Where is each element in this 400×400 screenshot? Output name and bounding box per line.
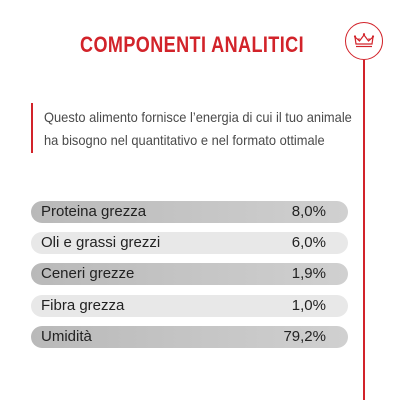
component-label: Umidità: [41, 328, 92, 345]
table-row: Fibra grezza 1,0%: [31, 295, 348, 317]
component-value: 6,0%: [291, 234, 326, 251]
table-row: Proteina grezza 8,0%: [31, 201, 348, 223]
table-row: Umidità 79,2%: [31, 326, 348, 348]
intro-line-1: Questo alimento fornisce l’energia di cu…: [44, 109, 352, 125]
table-row: Oli e grassi grezzi 6,0%: [31, 232, 348, 254]
component-label: Proteina grezza: [41, 203, 147, 220]
intro-line-2: ha bisogno nel quantitativo e nel format…: [44, 132, 325, 148]
royal-canin-crown-icon: [345, 22, 383, 60]
intro-text: Questo alimento fornisce l’energia di cu…: [44, 106, 352, 152]
divider-line: [363, 60, 365, 400]
component-value: 79,2%: [283, 328, 326, 345]
intro-block: Questo alimento fornisce l’energia di cu…: [31, 103, 352, 153]
component-label: Ceneri grezze: [41, 265, 135, 282]
intro-accent-bar: [31, 103, 33, 153]
page-title: COMPONENTI ANALITICI: [80, 32, 305, 57]
component-value: 1,9%: [291, 265, 326, 282]
table-row: Ceneri grezze 1,9%: [31, 263, 348, 285]
component-label: Oli e grassi grezzi: [41, 234, 161, 251]
component-value: 1,0%: [291, 297, 326, 314]
component-label: Fibra grezza: [41, 297, 125, 314]
component-value: 8,0%: [291, 203, 326, 220]
